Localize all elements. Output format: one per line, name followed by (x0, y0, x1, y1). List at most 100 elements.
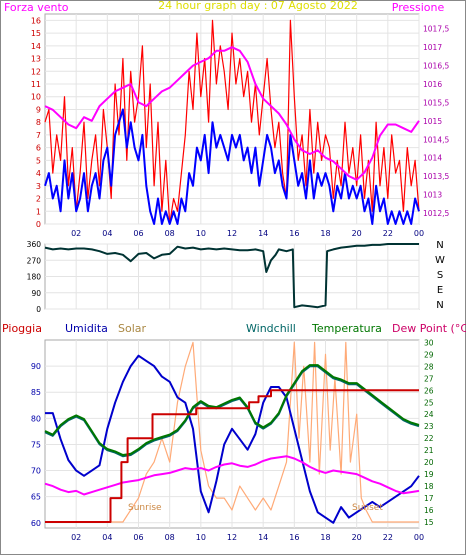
pressure-axis-title: Pressione (392, 1, 445, 14)
wind-speed-tick: 15 (31, 29, 41, 38)
temperature-tick: 16 (424, 506, 434, 515)
temperature-line (44, 364, 420, 456)
legend-rain: Pioggia (2, 322, 42, 335)
direction-tick: 180 (27, 273, 42, 282)
temperature-tick: 19 (424, 470, 434, 479)
hour-tick: 20 (352, 229, 362, 238)
humidity-tick: 80 (31, 414, 41, 423)
legend-windchill: Windchill (246, 322, 296, 335)
pressure-tick: 1015,5 (423, 98, 449, 107)
humidity-tick: 75 (31, 440, 41, 449)
humidity-tick: 85 (31, 388, 41, 397)
wind-speed-tick: 10 (31, 93, 41, 102)
temperature-tick: 15 (424, 518, 434, 527)
temperature-tick: 30 (424, 338, 434, 347)
hour-tick: 04 (102, 533, 112, 542)
temperature-tick: 21 (424, 446, 434, 455)
temperature-tick: 27 (424, 374, 434, 383)
wind-speed-tick: 8 (36, 118, 41, 127)
wind-speed-tick: 0 (36, 220, 41, 229)
wind-speed-tick: 3 (36, 182, 41, 191)
hour-tick: 02 (71, 229, 81, 238)
wind-speed-tick: 2 (36, 195, 41, 204)
pressure-tick: 1016,5 (423, 62, 449, 71)
pressure-tick: 1017 (423, 43, 442, 52)
hour-tick: 08 (165, 229, 175, 238)
hour-tick: 14 (258, 533, 268, 542)
compass-label: W (435, 255, 445, 266)
hour-tick: 06 (133, 533, 143, 542)
direction-panel-series (44, 243, 419, 309)
hour-tick: 06 (133, 229, 143, 238)
solar-line (45, 341, 419, 523)
humidity-tick: 60 (31, 519, 41, 528)
direction-line (44, 243, 419, 309)
wind-speed-tick: 5 (36, 156, 41, 165)
climate-hour-ticks: 02 04 06 08 10 12 14 16 18 20 22 00 (71, 533, 424, 542)
direction-panel-grid (45, 243, 420, 310)
humidity-tick: 90 (31, 362, 41, 371)
temperature-tick: 28 (424, 362, 434, 371)
pressure-tick: 1014,5 (423, 135, 449, 144)
wind-speed-tick: 1 (36, 207, 41, 216)
temperature-tick: 22 (424, 434, 434, 443)
pressure-tick: 1013,5 (423, 172, 449, 181)
wind-speed-tick: 11 (31, 80, 41, 89)
temperature-tick: 18 (424, 482, 434, 491)
sunset-label: Sunset (352, 503, 383, 513)
hour-tick: 22 (383, 229, 393, 238)
humidity-line (45, 354, 420, 524)
legend-humidity: Umidita (65, 322, 108, 335)
direction-tick: 0 (36, 305, 41, 314)
temperature-ticks: 15 16 17 18 19 20 21 22 23 24 25 26 27 28 29 30 (424, 338, 434, 527)
direction-tick: 90 (31, 289, 41, 298)
pressure-tick: 1016 (423, 80, 442, 89)
wind-speed-tick: 9 (36, 105, 41, 114)
wind-speed-tick: 6 (36, 144, 41, 153)
hour-tick: 14 (258, 229, 268, 238)
graph-title: 24 hour graph day : 07 Agosto 2022 (158, 0, 358, 12)
temperature-tick: 23 (424, 422, 434, 431)
direction-tick: 270 (27, 256, 42, 265)
humidity-tick: 65 (31, 493, 41, 502)
hour-tick: 10 (196, 533, 206, 542)
temperature-tick: 24 (424, 410, 434, 419)
compass-label: N (436, 240, 443, 251)
hour-tick: 08 (165, 533, 175, 542)
compass-label: N (436, 300, 443, 311)
hour-tick: 18 (320, 229, 330, 238)
rain-line (45, 389, 419, 523)
dewpoint-line (44, 455, 420, 496)
temperature-tick: 20 (424, 458, 434, 467)
hour-tick: 02 (71, 533, 81, 542)
pressure-ticks: 1012,5 1013 1013,5 1014 1014,5 1015 1015,5 1016… (423, 25, 449, 218)
legend-temperature: Temperatura (311, 322, 382, 335)
legend-dewpoint: Dew Point (°C) (392, 322, 466, 335)
wind-axis-title: Forza vento (4, 1, 69, 14)
hour-tick: 12 (227, 533, 237, 542)
humidity-tick: 70 (31, 467, 41, 476)
hour-tick: 20 (352, 533, 362, 542)
temperature-tick: 29 (424, 350, 434, 359)
temperature-tick: 25 (424, 398, 434, 407)
direction-degree-ticks: 0 90 180 270 360 (27, 240, 42, 314)
wind_avg-line (44, 108, 420, 225)
hour-tick: 12 (227, 229, 237, 238)
pressure-tick: 1015 (423, 117, 442, 126)
compass-label: E (437, 285, 443, 296)
hour-tick: 16 (289, 229, 299, 238)
temperature-tick: 17 (424, 494, 434, 503)
wind-hour-ticks: 02 04 06 08 10 12 14 16 18 20 22 00 (71, 229, 424, 238)
compass-label: S (437, 270, 443, 281)
pressure-tick: 1017,5 (423, 25, 449, 34)
climate-panel-series (44, 341, 420, 524)
hour-tick: 10 (196, 229, 206, 238)
sunrise-label: Sunrise (128, 503, 162, 513)
legend-row: Pioggia Umidita Solar Windchill Temperat… (2, 322, 466, 335)
hour-tick: 00 (414, 229, 424, 238)
